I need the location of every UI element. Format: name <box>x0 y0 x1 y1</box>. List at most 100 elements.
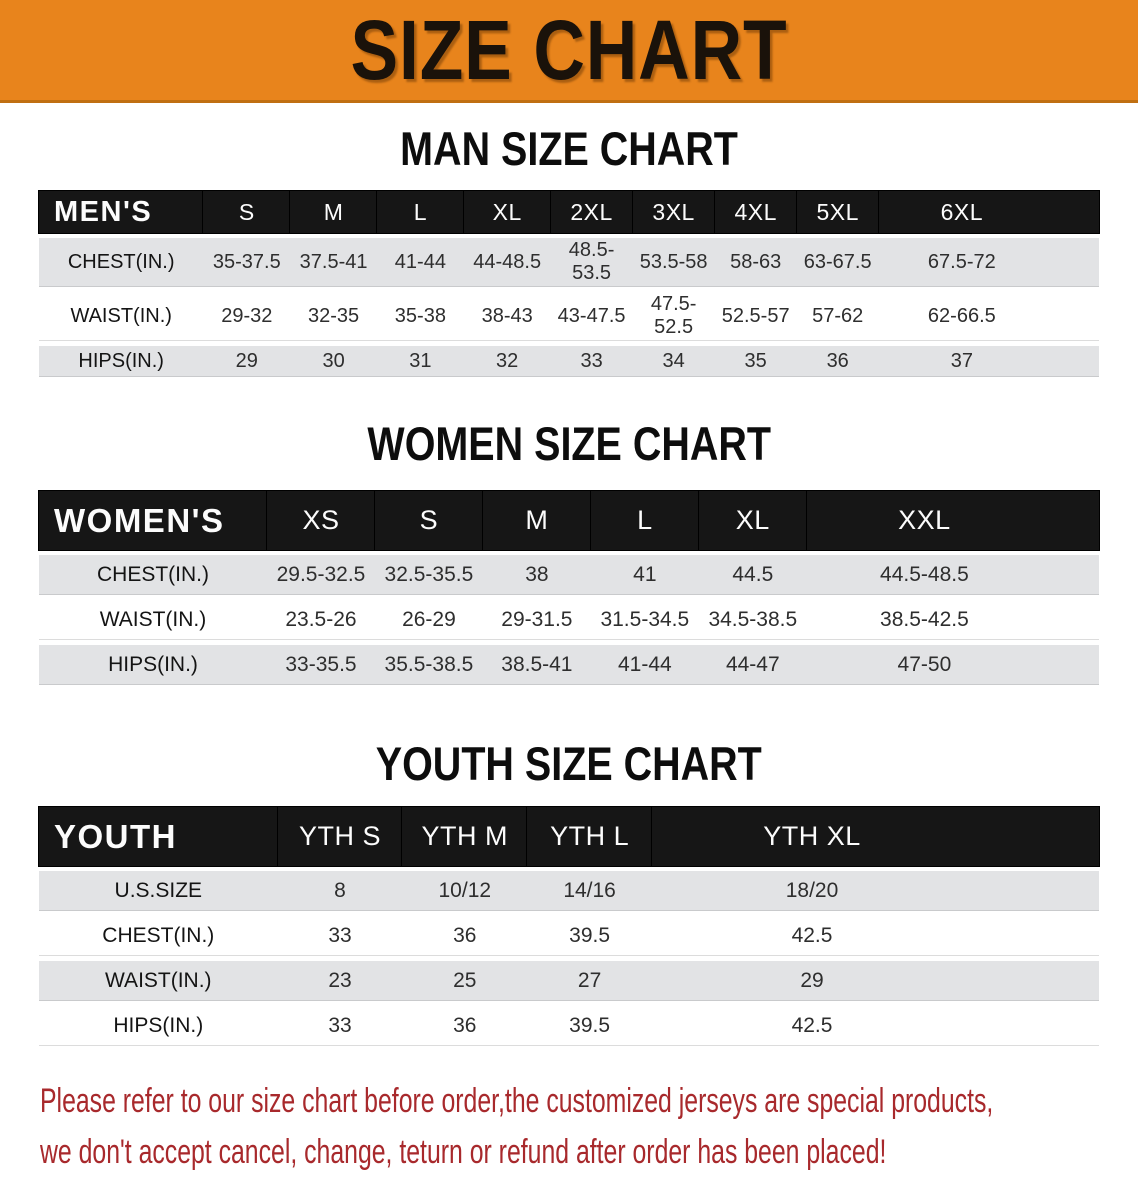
header-row: YOUTH YTH S YTH M YTH L YTH XL <box>39 807 1099 866</box>
table-cell: 41-44 <box>590 645 699 685</box>
size-chart-banner: SIZE CHART <box>0 0 1138 103</box>
table-cell: 38 <box>482 555 591 595</box>
table-cell: 57-62 <box>796 292 879 341</box>
table-cell: 42.5 <box>652 916 1099 956</box>
row-label: U.S.SIZE <box>39 871 278 911</box>
women-size-chart-heading: WOMEN SIZE CHART <box>0 420 1138 467</box>
table-cell: 48.5-53.5 <box>550 238 633 287</box>
table-cell: 29.5-32.5 <box>267 555 375 595</box>
row-label: WAIST(IN.) <box>39 961 278 1001</box>
size-column-header: YTH XL <box>652 807 1099 866</box>
table-cell: 8 <box>277 871 403 911</box>
table-cell: 42.5 <box>652 1006 1099 1046</box>
table-cell: 33 <box>277 1006 403 1046</box>
table-cell: 37.5-41 <box>290 238 377 287</box>
size-column-header: S <box>203 191 291 233</box>
table-cell: 34 <box>632 346 715 377</box>
table-cell: 36 <box>402 1006 528 1046</box>
table-row: CHEST(IN.) 29.5-32.5 32.5-35.5 38 41 44.5 44.5… <box>39 555 1099 595</box>
table-cell: 62-66.5 <box>878 292 1099 341</box>
youth-size-section: YOUTH SIZE CHART YOUTH YTH S YTH M YTH L YTH… <box>0 740 1138 1051</box>
size-column-header: YTH L <box>527 807 652 866</box>
table-cell: 35 <box>714 346 797 377</box>
table-cell: 37 <box>878 346 1099 377</box>
table-cell: 29-32 <box>203 292 291 341</box>
women-size-table: WOMEN'S XS S M L XL XXL CHEST(IN.) 29.5-32.5 32.5… <box>39 486 1099 690</box>
table-cell: 35-38 <box>376 292 464 341</box>
disclaimer-line-2: we don't accept cancel, change, teturn o… <box>40 1133 887 1171</box>
size-column-header: YTH S <box>277 807 403 866</box>
table-cell: 14/16 <box>527 871 652 911</box>
table-row: HIPS(IN.) 33 36 39.5 42.5 <box>39 1006 1099 1046</box>
header-row: MEN'S S M L XL 2XL 3XL 4XL 5XL 6XL <box>39 191 1099 233</box>
table-row: HIPS(IN.) 33-35.5 35.5-38.5 38.5-41 41-44 44-… <box>39 645 1099 685</box>
table-cell: 33 <box>277 916 403 956</box>
table-row: HIPS(IN.) 29 30 31 32 33 34 35 36 37 <box>39 346 1099 377</box>
man-size-chart-heading: MAN SIZE CHART <box>0 125 1138 172</box>
table-cell: 36 <box>402 916 528 956</box>
table-cell: 58-63 <box>714 238 797 287</box>
table-cell: 67.5-72 <box>878 238 1099 287</box>
table-cell: 36 <box>796 346 879 377</box>
size-column-header: M <box>290 191 377 233</box>
row-label: CHEST(IN.) <box>39 238 204 287</box>
youth-size-chart-heading-text: YOUTH SIZE CHART <box>375 737 763 790</box>
women-size-chart-heading-text: WOMEN SIZE CHART <box>367 417 771 470</box>
table-cell: 38.5-42.5 <box>806 600 1099 640</box>
table-cell: 32 <box>463 346 551 377</box>
size-column-header: 6XL <box>878 191 1099 233</box>
size-column-header: XL <box>698 491 807 550</box>
table-cell: 32-35 <box>290 292 377 341</box>
table-cell: 38.5-41 <box>482 645 591 685</box>
table-cell: 47-50 <box>806 645 1099 685</box>
man-size-section: MAN SIZE CHART MEN'S S M L XL 2XL 3XL 4XL 5XL 6XL… <box>0 125 1138 382</box>
table-row: CHEST(IN.) 35-37.5 37.5-41 41-44 44-48.5 48.5… <box>39 238 1099 287</box>
row-label: WAIST(IN.) <box>39 292 204 341</box>
size-column-header: 2XL <box>550 191 633 233</box>
row-label: WAIST(IN.) <box>39 600 267 640</box>
table-cell: 27 <box>527 961 652 1001</box>
men-size-table: MEN'S S M L XL 2XL 3XL 4XL 5XL 6XL CHEST(IN.) 35-37… <box>39 186 1099 382</box>
table-cell: 33-35.5 <box>267 645 375 685</box>
table-row: CHEST(IN.) 33 36 39.5 42.5 <box>39 916 1099 956</box>
size-column-header: S <box>374 491 483 550</box>
table-cell: 35-37.5 <box>203 238 291 287</box>
header-row: WOMEN'S XS S M L XL XXL <box>39 491 1099 550</box>
size-column-header: XL <box>463 191 551 233</box>
table-cell: 44.5-48.5 <box>806 555 1099 595</box>
size-column-header: 4XL <box>714 191 797 233</box>
table-cell: 10/12 <box>402 871 528 911</box>
table-cell: 31.5-34.5 <box>590 600 699 640</box>
table-cell: 18/20 <box>652 871 1099 911</box>
table-cell: 29 <box>203 346 291 377</box>
table-cell: 44-47 <box>698 645 807 685</box>
table-title-cell: YOUTH <box>39 807 278 866</box>
row-label: CHEST(IN.) <box>39 916 278 956</box>
disclaimer-line-1: Please refer to our size chart before or… <box>40 1082 994 1120</box>
table-cell: 31 <box>376 346 464 377</box>
row-label: HIPS(IN.) <box>39 346 204 377</box>
table-title-cell: WOMEN'S <box>39 491 267 550</box>
size-column-header: L <box>376 191 464 233</box>
table-cell: 35.5-38.5 <box>374 645 483 685</box>
table-row: WAIST(IN.) 29-32 32-35 35-38 38-43 43-47.5 47.… <box>39 292 1099 341</box>
youth-size-table: YOUTH YTH S YTH M YTH L YTH XL U.S.SIZE 8 10/12… <box>39 802 1099 1051</box>
table-cell: 41-44 <box>376 238 464 287</box>
banner-title: SIZE CHART <box>350 3 788 97</box>
table-cell: 63-67.5 <box>796 238 879 287</box>
table-cell: 38-43 <box>463 292 551 341</box>
size-column-header: 3XL <box>632 191 715 233</box>
size-column-header: XXL <box>806 491 1099 550</box>
row-label: HIPS(IN.) <box>39 645 267 685</box>
table-cell: 53.5-58 <box>632 238 715 287</box>
table-cell: 33 <box>550 346 633 377</box>
table-cell: 52.5-57 <box>714 292 797 341</box>
youth-size-chart-heading: YOUTH SIZE CHART <box>0 740 1138 787</box>
size-column-header: M <box>482 491 591 550</box>
table-cell: 41 <box>590 555 699 595</box>
size-column-header: L <box>590 491 699 550</box>
size-column-header: XS <box>267 491 375 550</box>
table-cell: 47.5-52.5 <box>632 292 715 341</box>
table-cell: 26-29 <box>374 600 483 640</box>
row-label: CHEST(IN.) <box>39 555 267 595</box>
